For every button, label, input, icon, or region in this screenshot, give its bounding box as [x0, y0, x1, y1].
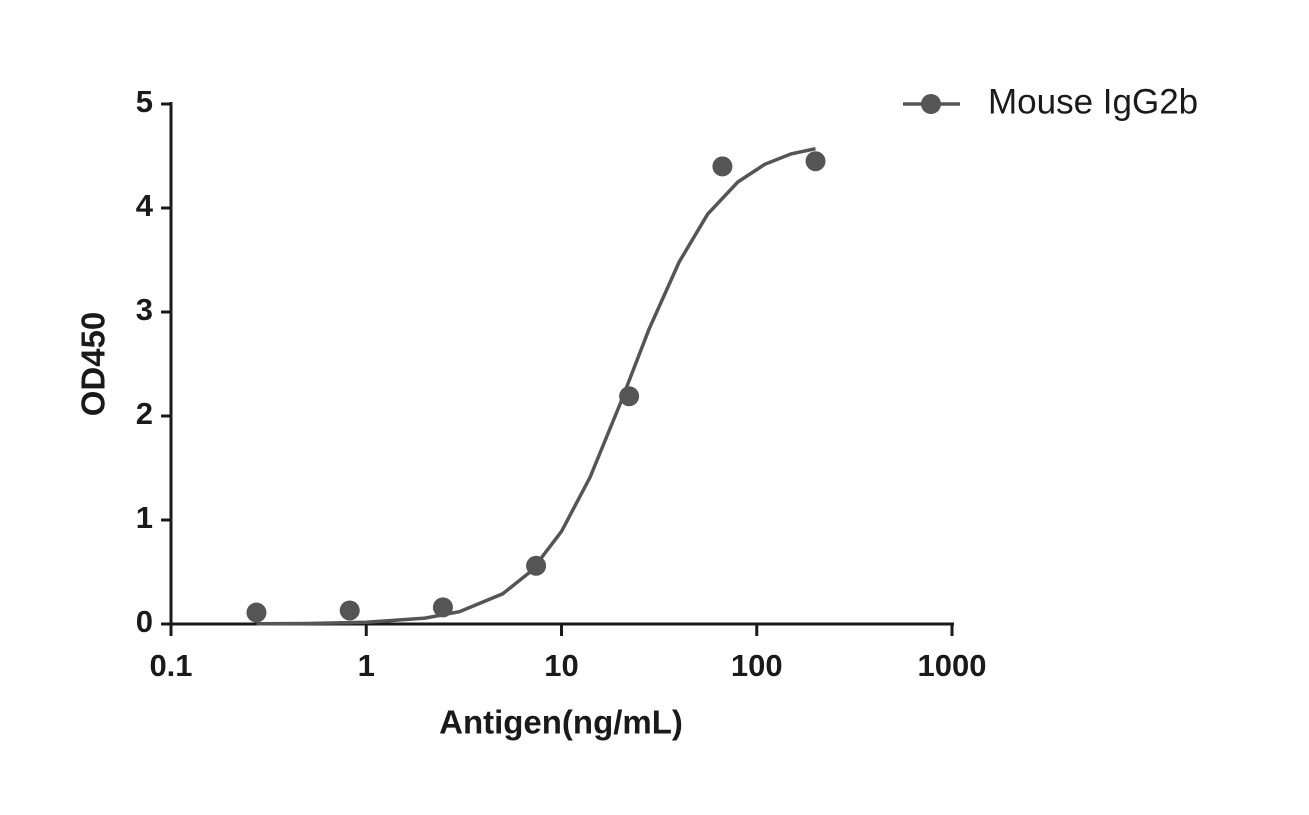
x-tick-label: 100	[731, 648, 783, 683]
data-point	[619, 386, 640, 407]
x-tick-label: 1	[358, 648, 375, 683]
data-point	[246, 602, 267, 623]
y-tick-label: 5	[136, 84, 153, 119]
legend-marker	[921, 94, 941, 114]
data-point	[805, 151, 826, 172]
y-tick-label: 3	[136, 292, 153, 327]
x-tick-label: 10	[544, 648, 578, 683]
data-point	[526, 555, 547, 576]
y-tick-label: 0	[136, 604, 153, 639]
y-tick-label: 4	[136, 188, 154, 223]
data-point	[339, 600, 360, 621]
data-point	[432, 597, 453, 618]
fit-curve	[256, 146, 816, 626]
x-tick-label: 1000	[918, 648, 987, 683]
y-axis-label: OD450	[75, 312, 112, 417]
x-tick-label: 0.1	[149, 648, 192, 683]
x-axis-label: Antigen(ng/mL)	[439, 704, 683, 741]
y-tick-label: 1	[136, 500, 153, 535]
legend-label: Mouse IgG2b	[988, 82, 1198, 121]
data-point	[712, 156, 733, 177]
y-tick-label: 2	[136, 396, 153, 431]
